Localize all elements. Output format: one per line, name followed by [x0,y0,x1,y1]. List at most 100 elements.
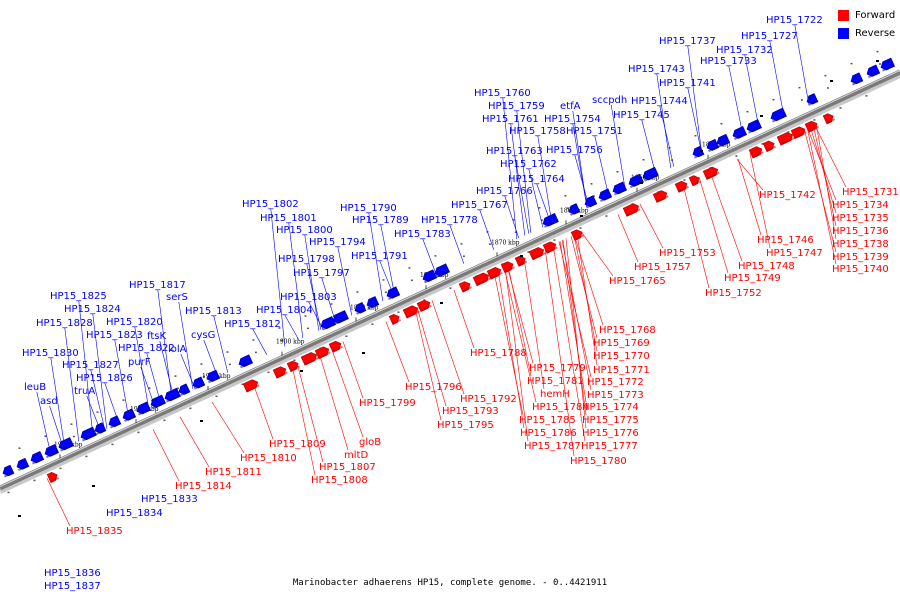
gene-label-reverse[interactable]: HP15_1745 [613,110,670,121]
gene-label-forward[interactable]: HP15_1810 [240,453,297,464]
gene-label-reverse[interactable]: HP15_1764 [508,174,565,185]
gene-feature[interactable] [149,394,166,410]
gene-label-forward[interactable]: HP15_1777 [581,441,638,452]
gene-label-reverse[interactable]: HP15_1823 [86,330,143,341]
gene-label-reverse[interactable]: truA [74,386,95,397]
gene-label-forward[interactable]: HP15_1742 [759,190,816,201]
gene-label-reverse[interactable]: HP15_1830 [22,348,79,359]
gene-feature[interactable] [29,450,45,465]
gene-feature[interactable] [43,444,60,459]
gene-label-forward[interactable]: HP15_1793 [442,406,499,417]
gene-label-forward[interactable]: HP15_1811 [205,467,262,478]
gene-feature[interactable] [622,202,641,217]
gene-feature[interactable] [627,173,644,189]
gene-label-reverse[interactable]: HP15_1812 [224,319,281,330]
gene-label-reverse[interactable]: HP15_1794 [309,237,366,248]
gene-feature[interactable] [652,189,669,203]
gene-label-reverse[interactable]: HP15_1758 [509,126,566,137]
gene-feature[interactable] [79,426,97,442]
gene-label-reverse[interactable]: HP15_1751 [566,126,623,137]
gene-label-forward[interactable]: HP15_1748 [738,261,795,272]
gene-label-forward[interactable]: HP15_1796 [405,382,462,393]
gene-label-reverse[interactable]: HP15_1826 [76,373,133,384]
gene-label-reverse[interactable]: HP15_1761 [482,114,539,125]
gene-label-reverse[interactable]: HP15_1836 [44,568,101,579]
gene-label-reverse[interactable]: HP15_1828 [36,318,93,329]
gene-label-reverse[interactable]: HP15_1822 [118,343,175,354]
gene-label-reverse[interactable]: HP15_1732 [716,45,773,56]
gene-label-reverse[interactable]: HP15_1727 [741,31,798,42]
gene-feature[interactable] [597,188,613,203]
gene-label-forward[interactable]: gloB [359,437,381,448]
gene-feature[interactable] [242,378,260,393]
gene-label-reverse[interactable]: HP15_1800 [276,225,333,236]
gene-label-forward[interactable]: HP15_1799 [359,398,416,409]
gene-label-forward[interactable]: mltD [344,450,368,461]
gene-label-reverse[interactable]: sccpdh [592,95,627,106]
gene-feature[interactable] [472,271,491,287]
gene-feature[interactable] [583,195,598,209]
gene-label-reverse[interactable]: HP15_1744 [631,96,688,107]
gene-label-forward[interactable]: HP15_1772 [587,377,644,388]
gene-label-forward[interactable]: HP15_1781 [527,376,584,387]
gene-label-forward[interactable]: HP15_1808 [311,475,368,486]
gene-label-forward[interactable]: HP15_1747 [766,248,823,259]
gene-feature[interactable] [385,286,401,301]
gene-label-reverse[interactable]: HP15_1802 [242,199,299,210]
gene-label-forward[interactable]: HP15_1779 [529,363,586,374]
gene-label-reverse[interactable]: HP15_1801 [260,213,317,224]
gene-label-reverse[interactable]: HP15_1760 [474,88,531,99]
gene-feature[interactable] [191,376,206,390]
gene-label-reverse[interactable]: lolA [168,344,187,355]
gene-feature[interactable] [135,401,152,416]
gene-feature[interactable] [674,180,689,193]
gene-label-reverse[interactable]: HP15_1741 [659,78,716,89]
gene-label-forward[interactable]: hemH [540,389,570,400]
gene-feature[interactable] [486,266,503,280]
gene-label-forward[interactable]: HP15_1770 [593,351,650,362]
gene-feature[interactable] [762,139,777,153]
gene-feature[interactable] [177,383,191,397]
gene-feature[interactable] [314,345,331,360]
gene-label-forward[interactable]: HP15_1752 [705,288,762,299]
gene-feature[interactable] [804,119,819,133]
gene-feature[interactable] [745,119,762,134]
gene-label-reverse[interactable]: asd [40,396,58,407]
gene-label-reverse[interactable]: HP15_1783 [394,229,451,240]
gene-label-reverse[interactable]: HP15_1803 [280,292,337,303]
gene-feature[interactable] [822,112,836,125]
gene-feature[interactable] [93,422,107,435]
gene-label-reverse[interactable]: HP15_1743 [628,64,685,75]
gene-label-forward[interactable]: HP15_1768 [599,325,656,336]
gene-label-reverse[interactable]: HP15_1824 [64,304,121,315]
gene-feature[interactable] [107,415,122,429]
gene-feature[interactable] [365,296,380,310]
gene-feature[interactable] [458,280,473,293]
gene-feature[interactable] [790,125,807,140]
gene-label-reverse[interactable]: HP15_1817 [129,280,186,291]
gene-feature[interactable] [769,107,787,123]
gene-label-forward[interactable]: HP15_1785 [519,415,576,426]
gene-feature[interactable] [542,240,558,254]
gene-feature[interactable] [748,145,764,159]
gene-feature[interactable] [567,203,581,216]
gene-feature[interactable] [1,464,15,478]
gene-label-forward[interactable]: HP15_1739 [832,252,889,263]
gene-feature[interactable] [421,269,438,284]
gene-feature[interactable] [805,93,819,106]
gene-label-forward[interactable]: HP15_1731 [842,187,899,198]
gene-label-forward[interactable]: HP15_1788 [470,348,527,359]
gene-feature[interactable] [328,340,343,353]
gene-feature[interactable] [15,457,30,472]
gene-label-forward[interactable]: HP15_1775 [582,415,639,426]
gene-label-forward[interactable]: HP15_1735 [832,213,889,224]
gene-label-reverse[interactable]: HP15_1837 [44,581,101,592]
gene-label-reverse[interactable]: HP15_1737 [659,36,716,47]
gene-label-forward[interactable]: HP15_1773 [587,390,644,401]
gene-feature[interactable] [272,365,288,379]
gene-feature[interactable] [688,174,702,187]
gene-feature[interactable] [46,471,60,484]
gene-feature[interactable] [121,408,137,423]
gene-feature[interactable] [731,126,748,141]
gene-feature[interactable] [300,351,319,366]
